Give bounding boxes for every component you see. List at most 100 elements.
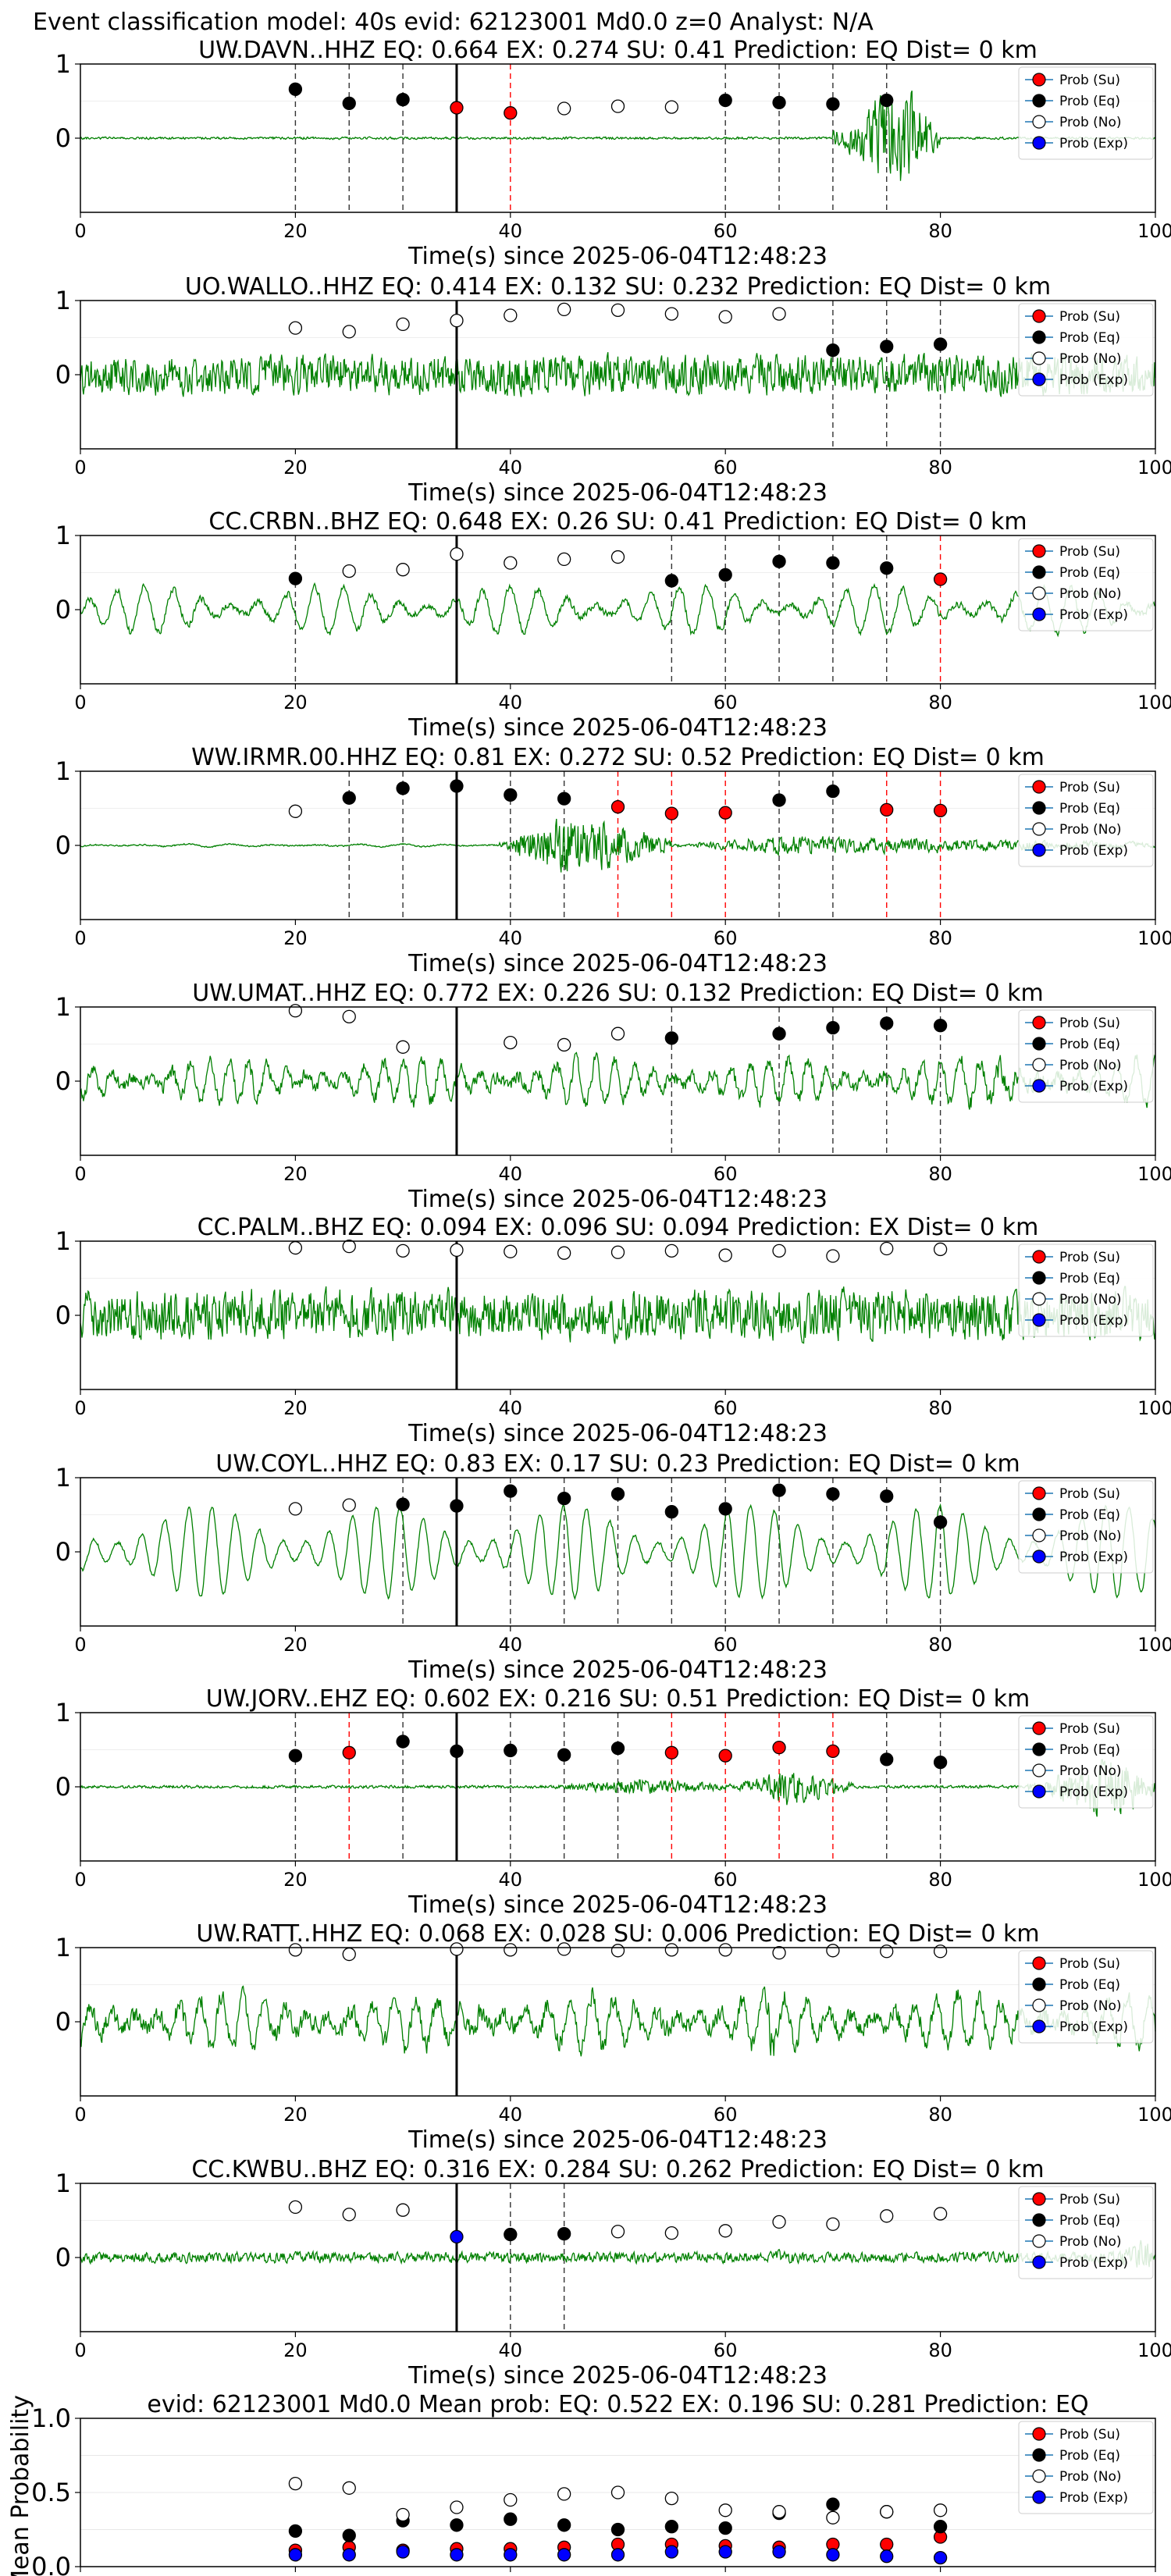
prob-point xyxy=(664,1244,678,1258)
x-tick-label: 80 xyxy=(928,1634,952,1656)
panel-title: CC.CRBN..BHZ EQ: 0.648 EX: 0.26 SU: 0.41… xyxy=(208,508,1027,535)
x-tick-label: 40 xyxy=(499,2339,523,2361)
legend-marker xyxy=(1032,1998,1046,2012)
panel-11: 0 20 40 60 80 100 1.0 0.5 0.0 evid: 62123001 Md0.… xyxy=(7,2391,1171,2576)
prob-point xyxy=(772,95,786,110)
prob-point xyxy=(826,785,840,799)
axes-frame xyxy=(80,63,1156,213)
legend-label: Prob (Eq) xyxy=(1059,801,1120,817)
x-tick-label: 0 xyxy=(74,927,86,949)
prob-point xyxy=(718,1248,732,1262)
legend-label: Prob (No) xyxy=(1059,2234,1122,2250)
prob-point xyxy=(826,1944,840,1958)
prob-point xyxy=(826,556,840,570)
panel-3: 0 20 40 60 80 100 1 0 CC.CRBN..BHZ EQ: 0.648 EX:… xyxy=(55,508,1171,742)
prob-point xyxy=(504,1943,518,1957)
prob-point xyxy=(718,1749,732,1763)
mean-prob-point xyxy=(880,2549,894,2564)
prob-point xyxy=(610,303,625,318)
prob-point xyxy=(396,317,410,332)
prob-point xyxy=(933,2207,948,2221)
prob-point xyxy=(396,2203,410,2217)
y-tick-label: 1.0 xyxy=(31,2403,71,2433)
legend-box xyxy=(1018,538,1154,632)
x-tick-label: 60 xyxy=(714,220,738,242)
legend-label: Prob (Su) xyxy=(1059,1486,1120,1502)
legend-label: Prob (Su) xyxy=(1059,1956,1120,1972)
prob-point xyxy=(610,1741,625,1756)
x-tick-label: 40 xyxy=(499,457,523,479)
mean-prob-point xyxy=(664,2520,678,2534)
legend-label: Prob (Eq) xyxy=(1059,565,1120,581)
prob-point xyxy=(664,806,678,820)
prob-point xyxy=(718,93,732,108)
prob-point xyxy=(450,1243,464,1258)
prob-point xyxy=(396,563,410,577)
x-tick-label: 0 xyxy=(74,2339,86,2361)
prob-point xyxy=(610,1487,625,1501)
prob-point xyxy=(664,1943,678,1957)
mean-prob-point xyxy=(288,2548,303,2562)
panel-title: evid: 62123001 Md0.0 Mean prob: EQ: 0.52… xyxy=(147,2391,1088,2418)
prob-point xyxy=(288,1004,303,1018)
x-tick-label: 20 xyxy=(283,220,308,242)
legend-label: Prob (Eq) xyxy=(1059,1037,1120,1052)
legend-label: Prob (Su) xyxy=(1059,309,1120,325)
legend-marker xyxy=(1032,1313,1046,1327)
legend-box xyxy=(1018,2421,1154,2514)
legend-label: Prob (Eq) xyxy=(1059,1742,1120,1758)
prob-point xyxy=(610,1026,625,1041)
prob-point xyxy=(396,92,410,107)
mean-prob-point xyxy=(933,2550,948,2565)
legend-marker xyxy=(1032,780,1046,794)
prob-point xyxy=(664,100,678,114)
mean-prob-point xyxy=(450,2518,464,2532)
panel-8: 0 20 40 60 80 100 1 0 UW.JORV..EHZ EQ: 0.602 EX:… xyxy=(55,1685,1171,1919)
prob-point xyxy=(610,1245,625,1259)
prob-point xyxy=(826,2217,840,2231)
x-tick-label: 80 xyxy=(928,1163,952,1185)
prob-point xyxy=(664,2226,678,2240)
prob-point xyxy=(933,1019,948,1033)
mean-prob-point xyxy=(772,2545,786,2559)
x-tick-label: 40 xyxy=(499,1869,523,1891)
mean-prob-point xyxy=(396,2545,410,2559)
prob-point xyxy=(450,101,464,115)
axes-frame xyxy=(80,1712,1156,1862)
prob-point xyxy=(718,806,732,820)
prob-point xyxy=(933,803,948,817)
mean-prob-point xyxy=(772,2505,786,2519)
legend-marker xyxy=(1032,94,1046,108)
waveform-trace xyxy=(80,1051,1156,1110)
prob-point xyxy=(610,1944,625,1958)
legend-label: Prob (No) xyxy=(1059,1292,1122,1308)
axes-frame xyxy=(80,770,1156,920)
panel-6: 0 20 40 60 80 100 1 0 CC.PALM..BHZ EQ: 0.094 EX:… xyxy=(55,1214,1171,1447)
mean-prob-point xyxy=(288,2476,303,2491)
x-axis-label: Time(s) since 2025-06-04T12:48:23 xyxy=(408,1420,828,1447)
prob-point xyxy=(664,1031,678,1045)
prob-point xyxy=(396,1040,410,1054)
legend-label: Prob (Eq) xyxy=(1059,2448,1120,2464)
prob-point xyxy=(288,1240,303,1255)
prob-point xyxy=(288,2200,303,2215)
legend-marker xyxy=(1032,1271,1046,1285)
x-tick-label: 80 xyxy=(928,2574,952,2576)
y-tick-label: 1 xyxy=(55,2169,71,2198)
x-tick-label: 80 xyxy=(928,927,952,949)
legend-marker xyxy=(1032,330,1046,344)
prob-point xyxy=(450,313,464,328)
prob-point xyxy=(933,1755,948,1770)
mean-prob-point xyxy=(450,2500,464,2514)
prob-point xyxy=(664,1505,678,1519)
legend-marker xyxy=(1032,309,1046,323)
waveform-trace xyxy=(80,90,1156,181)
mean-prob-point xyxy=(342,2528,356,2542)
mean-prob-point xyxy=(557,2487,571,2501)
y-tick-label: 0 xyxy=(55,123,71,153)
legend-box xyxy=(1018,66,1154,160)
prob-point xyxy=(557,2226,571,2241)
legend-marker xyxy=(1032,1486,1046,1500)
legend-marker xyxy=(1032,2213,1046,2227)
